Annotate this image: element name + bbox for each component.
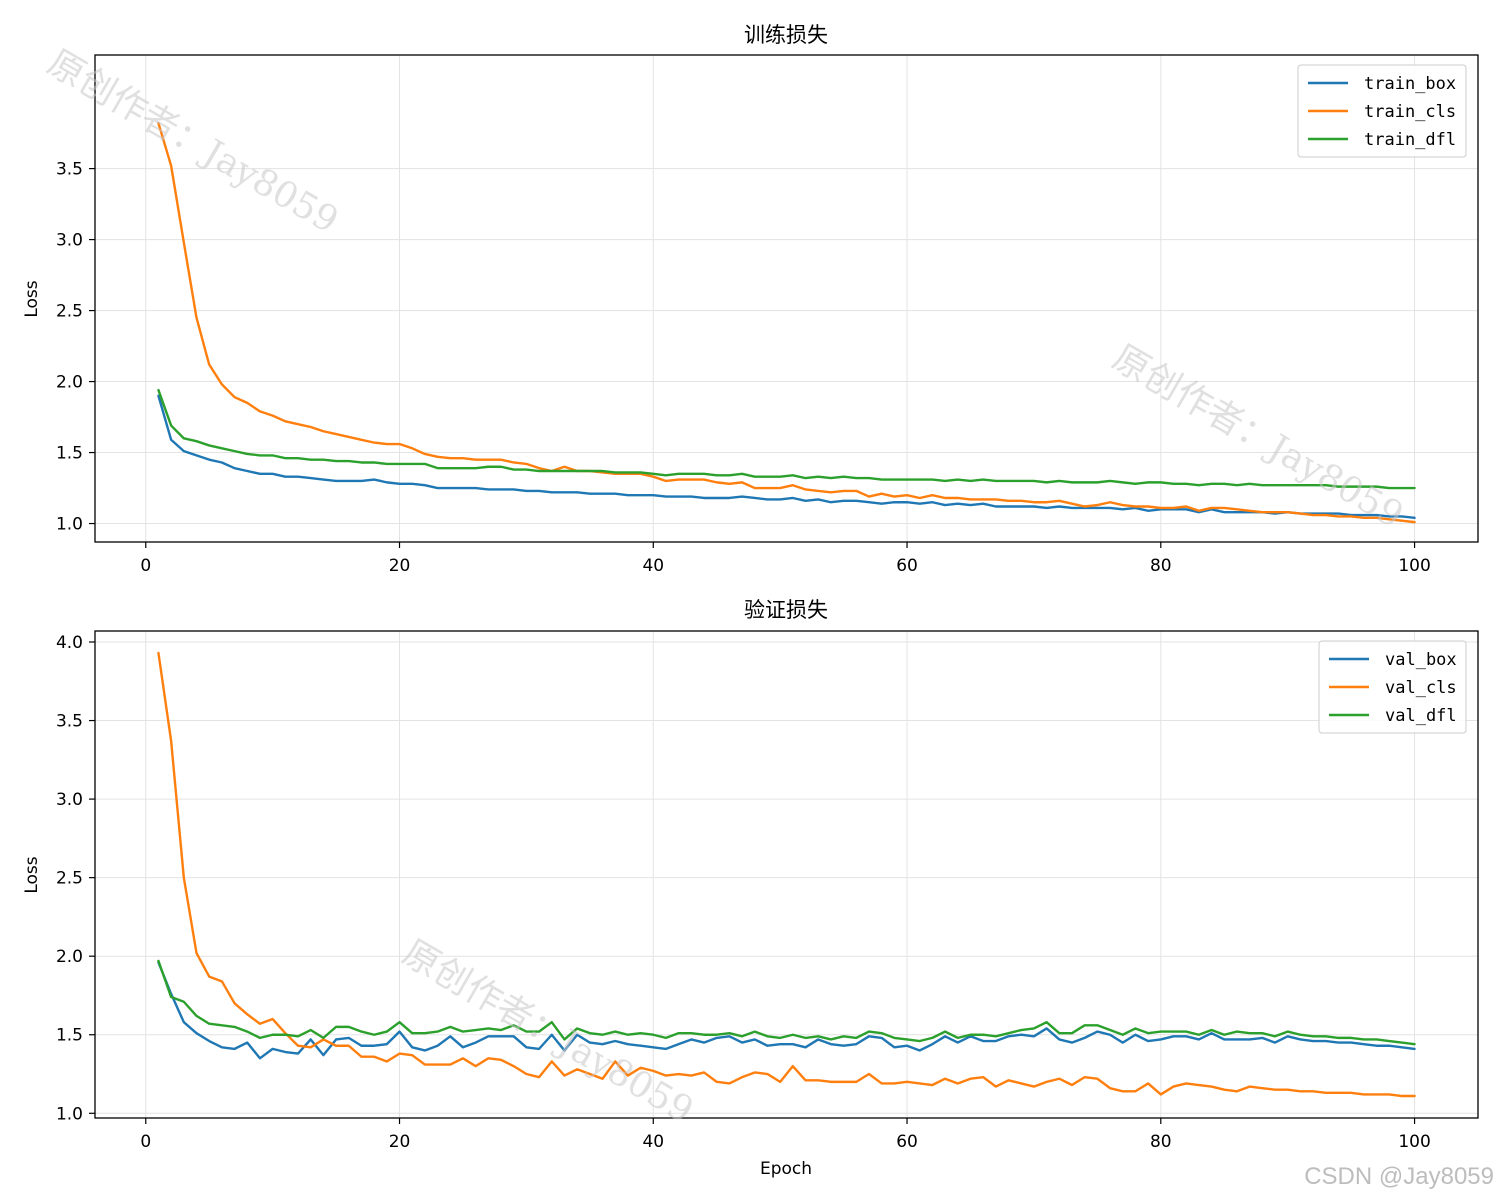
y-tick-label: 1.5 [56,1026,83,1046]
x-tick-label: 100 [1398,1132,1430,1152]
val-loss-chart: 验证损失 0 20 40 60 80 100 1.01.52.02.53.03.54.0 … [22,598,1479,1179]
y-axis-ticks: 1.0 1.5 2.0 2.5 3.0 3.5 [56,160,95,535]
y-tick-label: 1.0 [56,1104,83,1124]
x-tick-label: 20 [389,556,411,576]
plot-frame [94,54,1479,543]
grid [95,55,1478,542]
legend-label: train_cls [1364,102,1456,122]
y-tick-label: 3.5 [56,160,83,180]
series-line-val_dfl [157,959,1416,1046]
x-tick-label: 80 [1150,1132,1172,1152]
x-axis-ticks: 0 20 40 60 80 100 [140,1118,1431,1152]
series-line-train_dfl [157,388,1416,490]
legend-label: val_cls [1385,678,1457,698]
y-tick-label: 1.5 [56,444,83,464]
x-tick-label: 100 [1398,556,1430,576]
y-tick-label: 3.0 [56,231,83,251]
x-tick-label: 60 [896,1132,918,1152]
x-tick-label: 0 [140,1132,151,1152]
x-tick-label: 0 [140,556,151,576]
y-tick-label: 1.0 [56,515,83,535]
x-tick-label: 40 [642,556,664,576]
legend-label: val_dfl [1385,706,1457,726]
x-tick-label: 80 [1150,556,1172,576]
y-tick-label: 2.5 [56,869,83,889]
legend-label: train_dfl [1364,130,1456,150]
train-loss-chart: 训练损失 0 20 40 60 80 100 1.0 1.5 2.0 2.5 3.0 3.5 Los… [22,23,1479,576]
legend-frame [1318,640,1467,734]
y-tick-label: 3.0 [56,790,83,810]
watermark: 原创作者：Jay8059 [396,932,700,1131]
legend: val_box val_cls val_dfl [1318,640,1467,734]
series-line-train_box [157,394,1416,520]
x-tick-label: 60 [896,556,918,576]
credit-text: CSDN @Jay8059 [1304,1163,1494,1190]
y-tick-label: 2.0 [56,373,83,393]
series-group [157,121,1416,524]
x-tick-label: 40 [642,1132,664,1152]
y-axis-label: Loss [22,856,42,893]
y-axis-ticks: 1.0 1.5 2.0 2.5 3.0 3.5 4.0 [56,633,95,1124]
y-axis-label: Loss [22,280,42,317]
series-line-train_cls [157,121,1416,524]
y-tick-label: 2.0 [56,947,83,967]
y-tick-label: 4.0 [56,633,83,653]
series-group [157,651,1416,1098]
watermark: 原创作者：Jay8059 [41,42,345,241]
legend-frame [1297,64,1467,158]
x-axis-ticks: 0 20 40 60 80 100 [140,542,1431,576]
legend-label: train_box [1364,74,1456,94]
x-axis-label: Epoch [760,1159,812,1179]
chart-title: 训练损失 [744,23,828,47]
series-line-val_cls [157,651,1416,1098]
x-tick-label: 20 [389,1132,411,1152]
chart-title: 验证损失 [744,598,828,622]
y-tick-label: 2.5 [56,302,83,322]
series-line-val_box [157,961,1416,1060]
y-tick-label: 3.5 [56,712,83,732]
legend-label: val_box [1385,650,1457,670]
legend: train_box train_cls train_dfl [1297,64,1467,158]
plot-frame [94,630,1479,1119]
